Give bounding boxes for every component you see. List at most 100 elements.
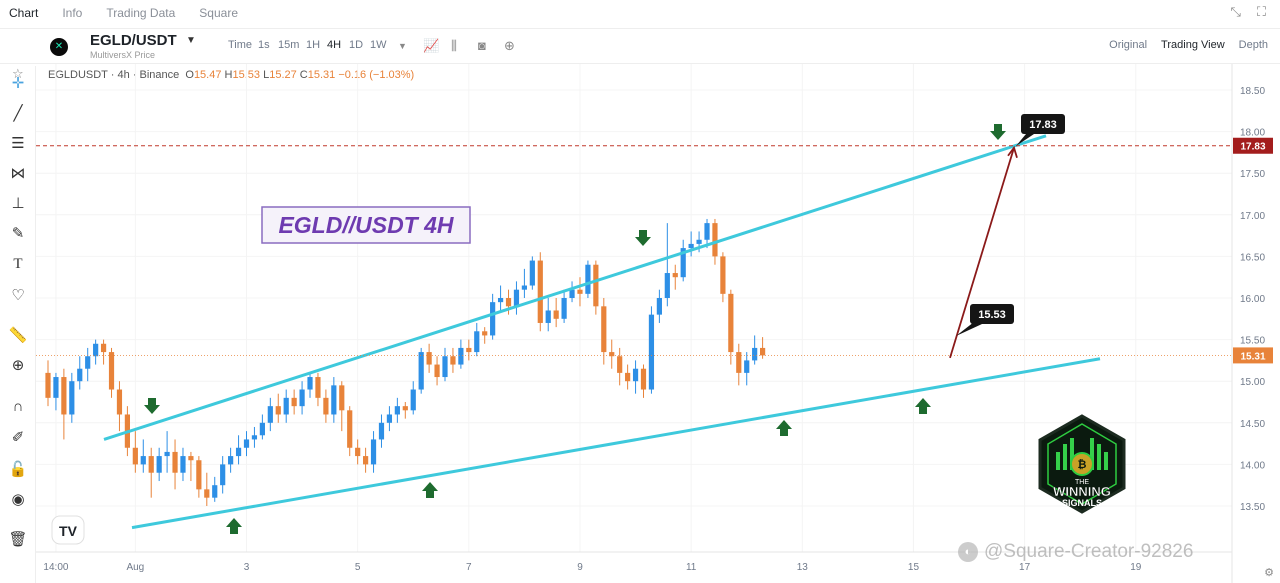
indicators-icon[interactable]: 📈 bbox=[423, 38, 440, 53]
candle-body bbox=[251, 435, 258, 440]
candle-body bbox=[315, 377, 321, 398]
timeframe-1h[interactable]: 1H bbox=[306, 39, 321, 51]
candle-body bbox=[434, 364, 440, 378]
tab-trading-data[interactable]: Trading Data bbox=[106, 6, 176, 20]
upper-channel-line bbox=[103, 134, 1047, 441]
candle-body bbox=[402, 406, 408, 411]
candle-body bbox=[474, 331, 480, 353]
price-chart[interactable]: 13.50 14.00 14.50 15.00 15.50 16.00 16.50 17.00… bbox=[36, 64, 1280, 583]
lock-icon[interactable]: 🔓 bbox=[8, 461, 28, 478]
candle-body bbox=[212, 485, 218, 498]
timeframe-1s[interactable]: 1s bbox=[258, 39, 270, 51]
more-timeframes-icon[interactable]: ▼ bbox=[398, 41, 407, 51]
view-depth[interactable]: Depth bbox=[1238, 39, 1268, 51]
x-tick-label: 11 bbox=[686, 562, 697, 573]
candle-body bbox=[291, 397, 297, 407]
chart-settings-icon[interactable]: ⚙ bbox=[1264, 567, 1274, 579]
view-original[interactable]: Original bbox=[1109, 39, 1148, 51]
candle-body bbox=[370, 439, 377, 465]
candle-body bbox=[93, 343, 99, 357]
timeframe-15m[interactable]: 15m bbox=[278, 39, 300, 51]
trend-line-icon[interactable]: ╱ bbox=[13, 105, 23, 122]
current-callout-pointer bbox=[956, 322, 982, 336]
legend-close: 15.31 bbox=[307, 69, 336, 81]
candle-body bbox=[331, 385, 337, 415]
text-tool-icon[interactable]: T bbox=[13, 256, 23, 272]
fullscreen-icon[interactable]: ⛶ bbox=[1256, 4, 1266, 19]
candle-body bbox=[275, 406, 281, 415]
lock-drawings-icon[interactable]: ✐ bbox=[11, 429, 25, 446]
candle-type-icon[interactable]: ⫼ bbox=[451, 38, 457, 53]
eye-icon[interactable]: ◉ bbox=[11, 491, 25, 508]
candle-body bbox=[228, 456, 234, 465]
timeframe-4h[interactable]: 4H bbox=[327, 39, 342, 51]
candle-body bbox=[77, 368, 83, 382]
watermark-text: @Square-Creator-92826 bbox=[984, 541, 1194, 562]
candle-body bbox=[601, 306, 607, 353]
timeframe-time[interactable]: Time bbox=[228, 39, 253, 51]
chart-toolbar: ☆ ✕ EGLD/USDT ▼ MultiversX Price Time 1s… bbox=[0, 28, 1280, 81]
camera-icon[interactable]: ◙ bbox=[478, 38, 486, 53]
candle-body bbox=[196, 460, 202, 490]
heart-icon[interactable]: ♡ bbox=[11, 287, 25, 304]
candle-body bbox=[164, 451, 170, 457]
x-tick-label: 7 bbox=[466, 562, 472, 573]
y-tick-label: 16.00 bbox=[1240, 294, 1265, 305]
candle-body bbox=[442, 356, 448, 378]
pattern-icon[interactable]: ⋈ bbox=[10, 165, 26, 182]
symbol-dropdown-icon[interactable]: ▼ bbox=[186, 35, 196, 46]
svg-text:₿: ₿ bbox=[1078, 459, 1087, 471]
tab-info[interactable]: Info bbox=[62, 6, 83, 20]
arrow-up-3 bbox=[776, 420, 792, 436]
candle-body bbox=[680, 248, 686, 278]
candle-body bbox=[108, 352, 115, 390]
projection-line bbox=[949, 147, 1015, 359]
trash-icon[interactable]: 🗑 bbox=[8, 531, 28, 548]
candle-body bbox=[394, 406, 400, 415]
drawing-tools-sidebar: ✛ ╱ ☰ ⋈ ⊥ ✎ T ♡ 📏 ⊕ ∩ ✐ 🔓 ◉ 🗑 bbox=[0, 66, 36, 583]
candle-body bbox=[497, 298, 504, 303]
measure-icon[interactable]: ⊥ bbox=[11, 195, 25, 212]
chart-title-box: EGLD//USDT 4H bbox=[261, 206, 471, 244]
arrow-down-2 bbox=[635, 230, 651, 246]
candle-body bbox=[347, 410, 353, 448]
price-axis: 13.50 14.00 14.50 15.00 15.50 16.00 16.50 17.00… bbox=[1240, 86, 1265, 513]
timeframe-1d[interactable]: 1D bbox=[349, 39, 364, 51]
candle-body bbox=[656, 298, 662, 315]
candle-body bbox=[61, 377, 67, 415]
candle-body bbox=[140, 456, 146, 465]
tradingview-logo: TV bbox=[51, 515, 85, 545]
magnet-icon[interactable]: ∩ bbox=[12, 398, 24, 415]
candle-body bbox=[243, 439, 250, 448]
target-price-tag bbox=[1233, 137, 1273, 154]
candle-body bbox=[577, 289, 583, 294]
last-price-tag-text: 15.31 bbox=[1240, 351, 1265, 362]
target-callout-pointer bbox=[1016, 134, 1034, 146]
tab-chart[interactable]: Chart bbox=[9, 6, 39, 20]
window-controls: ⤡ ⛶ bbox=[1230, 4, 1266, 20]
candle-body bbox=[672, 273, 678, 278]
candle-body bbox=[490, 302, 496, 336]
collapse-icon[interactable]: ⤡ bbox=[1230, 4, 1241, 19]
svg-text:TV: TV bbox=[59, 523, 78, 539]
arrow-up-1 bbox=[226, 518, 242, 534]
candle-body bbox=[466, 347, 472, 353]
add-icon[interactable]: ⊕ bbox=[504, 38, 515, 53]
last-price-tag bbox=[1233, 347, 1273, 364]
timeframe-1w[interactable]: 1W bbox=[370, 39, 387, 51]
zoom-in-icon[interactable]: ⊕ bbox=[11, 357, 25, 374]
candle-body bbox=[426, 352, 432, 365]
legend-l-label: L bbox=[263, 69, 270, 81]
ruler-icon[interactable]: 📏 bbox=[8, 327, 28, 344]
crosshair-icon[interactable]: ✛ bbox=[11, 75, 25, 92]
favorite-star-icon[interactable]: ☆ bbox=[12, 66, 24, 81]
candle-body bbox=[235, 447, 242, 457]
tab-square[interactable]: Square bbox=[199, 6, 238, 20]
view-trading-view[interactable]: Trading View bbox=[1161, 39, 1225, 51]
brush-icon[interactable]: ✎ bbox=[11, 225, 25, 242]
candle-body bbox=[172, 451, 178, 473]
horizontal-lines-icon[interactable]: ☰ bbox=[11, 135, 25, 152]
candle-body bbox=[283, 397, 289, 415]
symbol-name[interactable]: EGLD/USDT bbox=[90, 32, 177, 49]
projection-arrowhead bbox=[1007, 145, 1018, 159]
